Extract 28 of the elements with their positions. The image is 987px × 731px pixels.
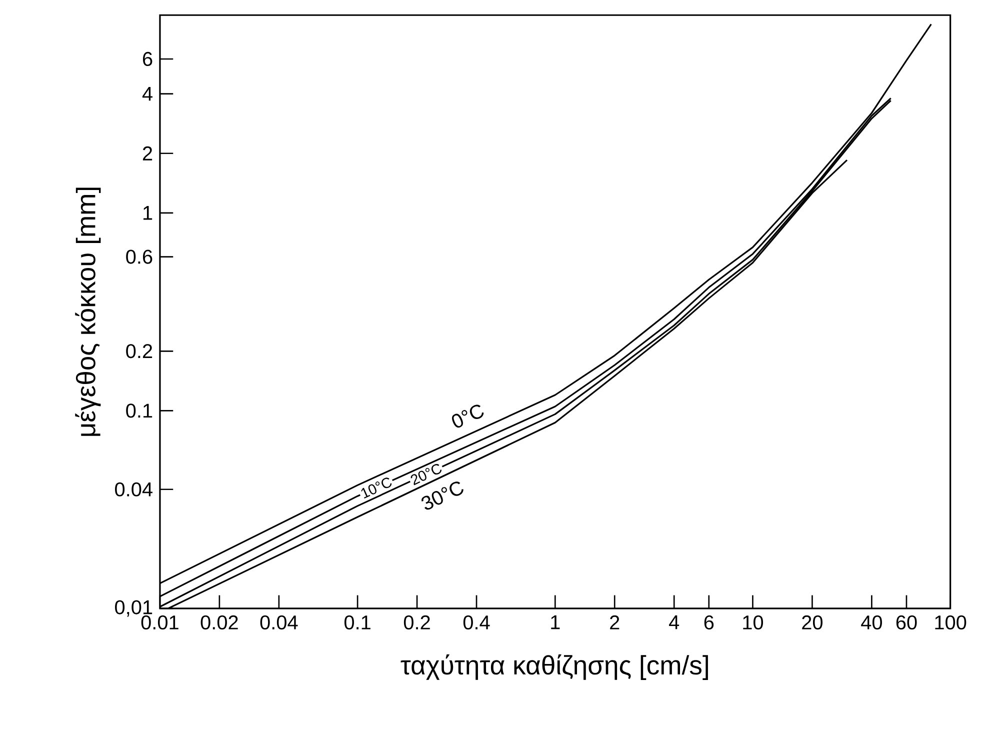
y-axis-title: μέγεθος κόκκου [mm] — [75, 188, 101, 436]
text: 0°C — [452, 404, 484, 428]
x-tick-label: 0.4 — [463, 615, 490, 630]
x-tick-label: 40 — [861, 615, 882, 630]
x-tick-label: 0.04 — [260, 615, 298, 630]
y-tick-label: 2 — [142, 146, 152, 160]
x-tick-label: 2 — [610, 615, 620, 630]
y-tick-label: 0,01 — [115, 600, 152, 617]
x-tick-label: 0.02 — [200, 615, 238, 630]
x-axis-title: ταχύτητα καθίζησης [cm/s] — [400, 654, 708, 680]
x-tick-label: 60 — [896, 615, 917, 630]
y-tick-label: 6 — [142, 52, 152, 66]
y-tick-label: 0.1 — [126, 403, 152, 418]
y-tick-label: 0.2 — [126, 344, 152, 358]
x-tick-label: 0.1 — [344, 615, 370, 630]
x-tick-label: 6 — [704, 615, 714, 630]
x-tick-label: 0.2 — [404, 615, 430, 630]
x-tick-label: 4 — [669, 615, 680, 629]
x-tick-label: 100 — [935, 615, 966, 630]
x-tick-label: 0.01 — [141, 615, 178, 630]
x-tick-label: 10 — [743, 615, 764, 630]
x-tick-label: 1 — [551, 615, 560, 629]
y-tick-label: 4 — [142, 86, 152, 101]
y-tick-label: 0.04 — [115, 482, 152, 496]
y-tick-label: 0.6 — [126, 250, 152, 264]
y-tick-label: 1 — [143, 206, 152, 220]
x-tick-label: 20 — [802, 615, 822, 630]
text: 10°C — [361, 478, 392, 498]
